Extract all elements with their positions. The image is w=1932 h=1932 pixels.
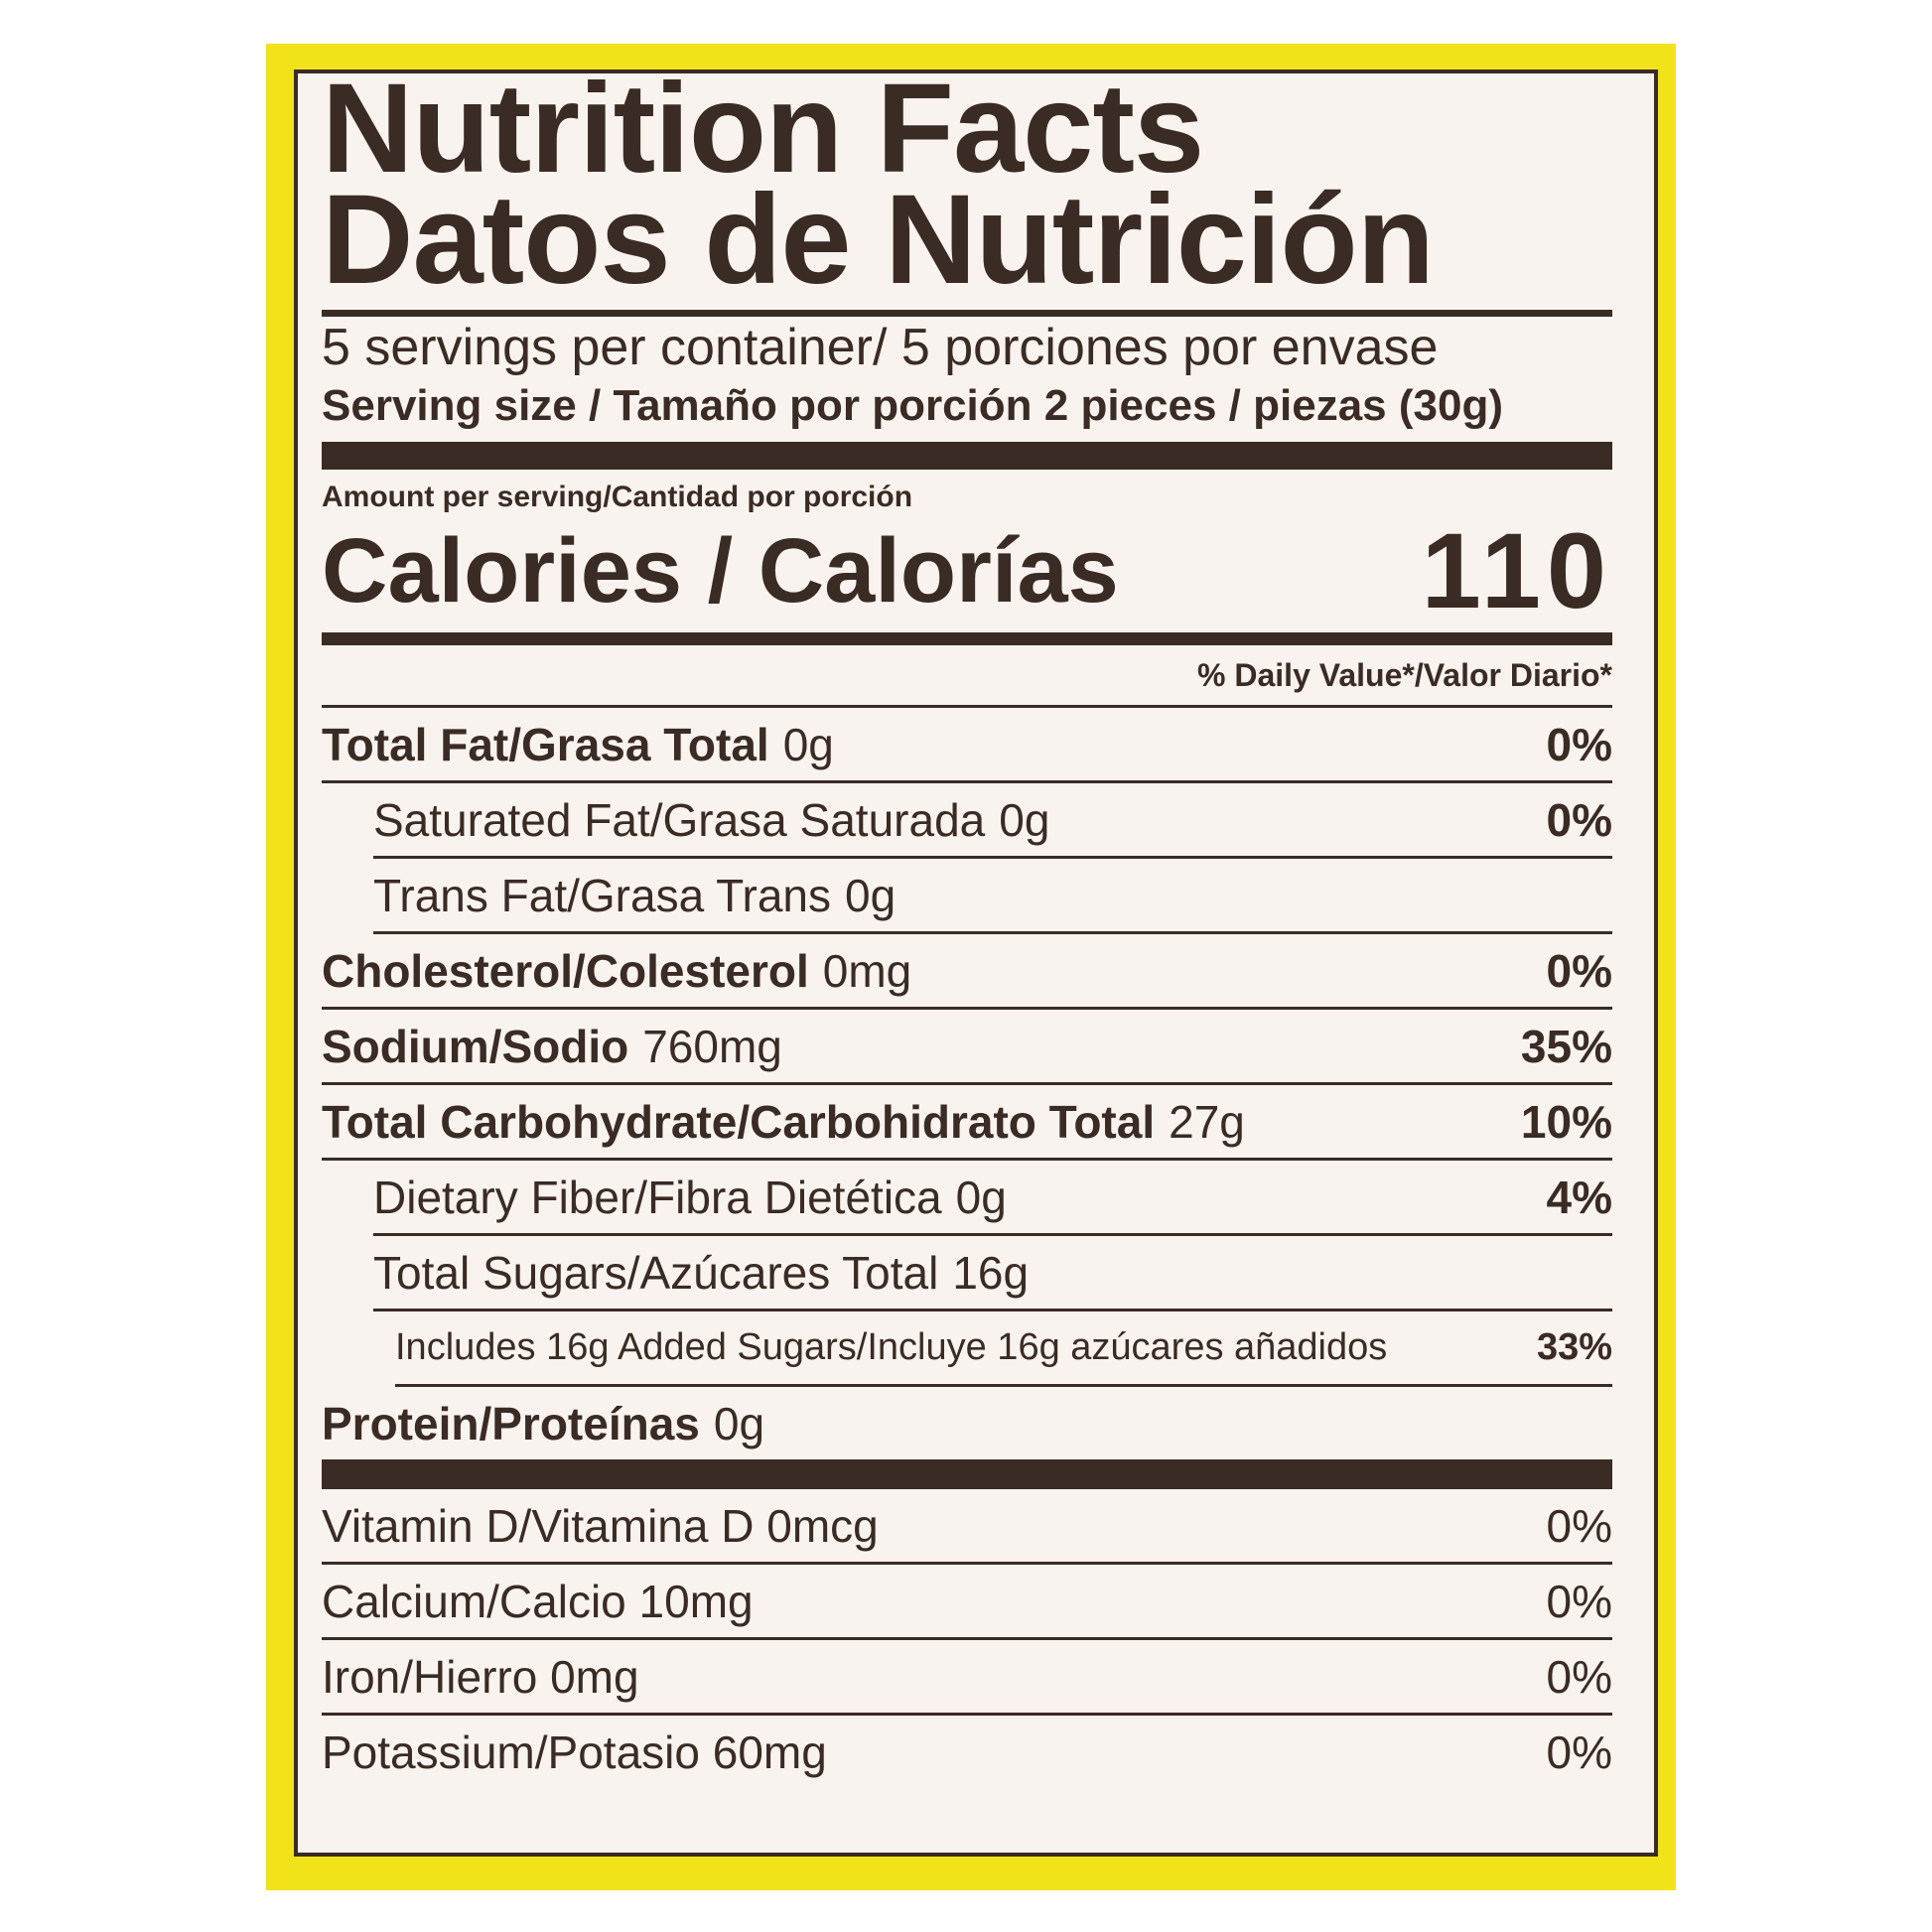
vitamin-name: Vitamin D/Vitamina D 0mcg [322, 1499, 879, 1552]
nutrient-name: Protein/Proteínas [322, 1397, 700, 1449]
amount-per-serving: Amount per serving/Cantidad por porción [322, 481, 913, 513]
serving-size: Serving size / Tamaño por porción 2 piec… [322, 381, 1503, 430]
daily-value: 35% [1520, 1020, 1612, 1072]
vitamin-row: Calcium/Calcio 10mg 0% [322, 1565, 1612, 1640]
nutrient-row: Sodium/Sodio 760mg 35% [322, 1010, 1612, 1085]
nutrient-list: Total Fat/Grasa Total 0g 0% Saturated Fat/G… [322, 708, 1612, 1459]
nutrient-amount: 27g [1169, 1095, 1245, 1148]
daily-value: 10% [1520, 1095, 1612, 1148]
daily-value: 0% [1546, 1499, 1612, 1552]
nutrition-panel: Nutrition Facts Datos de Nutrición 5 ser… [294, 58, 1658, 1857]
nutrient-name: Sodium/Sodio [322, 1020, 629, 1072]
nutrient-label: Sodium/Sodio 760mg [322, 1020, 782, 1073]
nutrient-row: Dietary Fiber/Fibra Dietética 0g 4% [373, 1161, 1612, 1236]
nutrient-row: Total Carbohydrate/Carbohidrato Total 27g… [322, 1085, 1612, 1161]
daily-value: 0% [1546, 793, 1612, 846]
nutrient-name: Cholesterol/Colesterol [322, 944, 809, 997]
nutrient-row: Total Sugars/Azúcares Total 16g [373, 1236, 1612, 1311]
thick-rule [322, 442, 1612, 470]
calories-row: Calories / Calorías 110 [322, 517, 1612, 624]
medium-rule [322, 632, 1612, 645]
calories-value: 110 [1421, 510, 1612, 630]
vitamin-name: Iron/Hierro 0mg [322, 1650, 639, 1703]
nutrient-row: Total Fat/Grasa Total 0g 0% [322, 708, 1612, 783]
nutrient-row: Includes 16g Added Sugars/Incluye 16g az… [395, 1311, 1612, 1387]
nutrient-name: Total Carbohydrate/Carbohidrato Total [322, 1095, 1156, 1148]
daily-value-header: % Daily Value*/Valor Diario* [322, 645, 1612, 708]
vitamin-row: Potassium/Potasio 60mg 0% [322, 1716, 1612, 1788]
vitamin-name: Calcium/Calcio 10mg [322, 1575, 754, 1627]
nutrient-label: Cholesterol/Colesterol 0mg [322, 944, 911, 998]
daily-value: 0% [1546, 1575, 1612, 1627]
nutrient-label: Total Sugars/Azúcares Total 16g [373, 1246, 1029, 1300]
nutrient-amount: 760mg [642, 1020, 782, 1072]
nutrient-amount: 0g [713, 1397, 765, 1449]
nutrient-label: Protein/Proteínas 0g [322, 1397, 764, 1450]
daily-value: 0% [1546, 1725, 1612, 1778]
nutrient-row: Saturated Fat/Grasa Saturada 0g 0% [373, 783, 1612, 859]
title: Nutrition Facts [322, 58, 1204, 200]
nutrient-name: Dietary Fiber/Fibra Dietética [373, 1171, 942, 1223]
nutrient-row: Cholesterol/Colesterol 0mg 0% [322, 934, 1612, 1010]
nutrient-row: Protein/Proteínas 0g [322, 1387, 1612, 1459]
nutrient-label: Total Carbohydrate/Carbohidrato Total 27g [322, 1095, 1245, 1149]
nutrient-label: Trans Fat/Grasa Trans 0g [373, 869, 896, 922]
vitamin-name: Potassium/Potasio 60mg [322, 1725, 827, 1778]
daily-value: 4% [1546, 1171, 1612, 1223]
calories-label: Calories / Calorías [322, 520, 1119, 621]
nutrient-label: Includes 16g Added Sugars/Incluye 16g az… [395, 1326, 1387, 1369]
daily-value: 0% [1546, 718, 1612, 770]
nutrient-name: Total Sugars/Azúcares Total [373, 1246, 939, 1299]
nutrient-amount: 16g [952, 1246, 1030, 1299]
thick-rule [322, 1459, 1612, 1489]
rule [322, 310, 1612, 317]
daily-value: 33% [1536, 1326, 1612, 1368]
vitamin-list: Vitamin D/Vitamina D 0mcg 0% Calcium/Calci… [322, 1489, 1612, 1788]
nutrient-amount: 0g [845, 869, 897, 921]
nutrient-amount: 0g [782, 718, 834, 770]
nutrient-amount: 0g [999, 793, 1050, 846]
nutrient-label: Dietary Fiber/Fibra Dietética 0g [373, 1171, 1007, 1224]
nutrient-name: Total Fat/Grasa Total [322, 718, 769, 770]
daily-value: 0% [1546, 944, 1612, 997]
servings: 5 servings per container/ 5 porciones po… [322, 319, 1439, 376]
title-es: Datos de Nutrición [322, 169, 1435, 311]
nutrient-amount: 0mg [822, 944, 912, 997]
daily-value: 0% [1546, 1650, 1612, 1703]
nutrient-label: Total Fat/Grasa Total 0g [322, 718, 834, 771]
nutrient-row: Trans Fat/Grasa Trans 0g [373, 859, 1612, 934]
label-frame: Nutrition Facts Datos de Nutrición 5 ser… [266, 44, 1676, 1890]
nutrient-name: Includes 16g Added Sugars/Incluye 16g az… [395, 1326, 1388, 1368]
vitamin-row: Vitamin D/Vitamina D 0mcg 0% [322, 1489, 1612, 1565]
nutrient-label: Saturated Fat/Grasa Saturada 0g [373, 793, 1049, 847]
nutrient-name: Trans Fat/Grasa Trans [373, 869, 831, 921]
vitamin-row: Iron/Hierro 0mg 0% [322, 1640, 1612, 1716]
nutrient-amount: 0g [955, 1171, 1007, 1223]
nutrient-name: Saturated Fat/Grasa Saturada [373, 793, 986, 846]
